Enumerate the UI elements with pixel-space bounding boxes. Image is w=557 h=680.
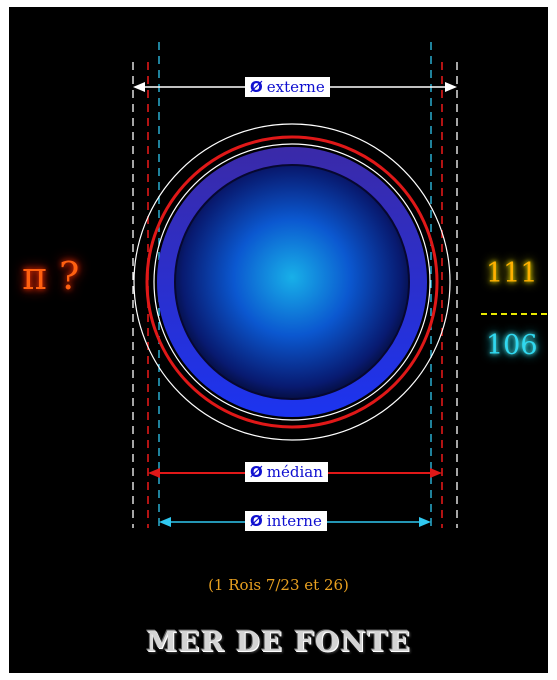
median-text: médian [266, 463, 323, 481]
inner-white-circle [153, 143, 431, 421]
median-guide-lines [147, 62, 443, 528]
fraction-numerator: 111 [486, 258, 538, 289]
diameter-symbol: Ø [250, 78, 263, 96]
interne-text: interne [266, 512, 322, 530]
outer-white-circle [133, 123, 451, 441]
externe-guide-lines [132, 62, 458, 528]
page-title: MER DE FONTE [146, 625, 411, 658]
fraction-bar [481, 313, 547, 315]
diameter-symbol: Ø [250, 463, 263, 481]
externe-text: externe [266, 78, 325, 96]
bible-reference: (1 Rois 7/23 et 26) [208, 576, 349, 594]
diameter-symbol: Ø [250, 512, 263, 530]
fraction-denominator: 106 [486, 330, 538, 361]
pi-question: π ? [22, 254, 80, 298]
basin-water [174, 164, 410, 400]
median-red-circle [145, 135, 439, 429]
